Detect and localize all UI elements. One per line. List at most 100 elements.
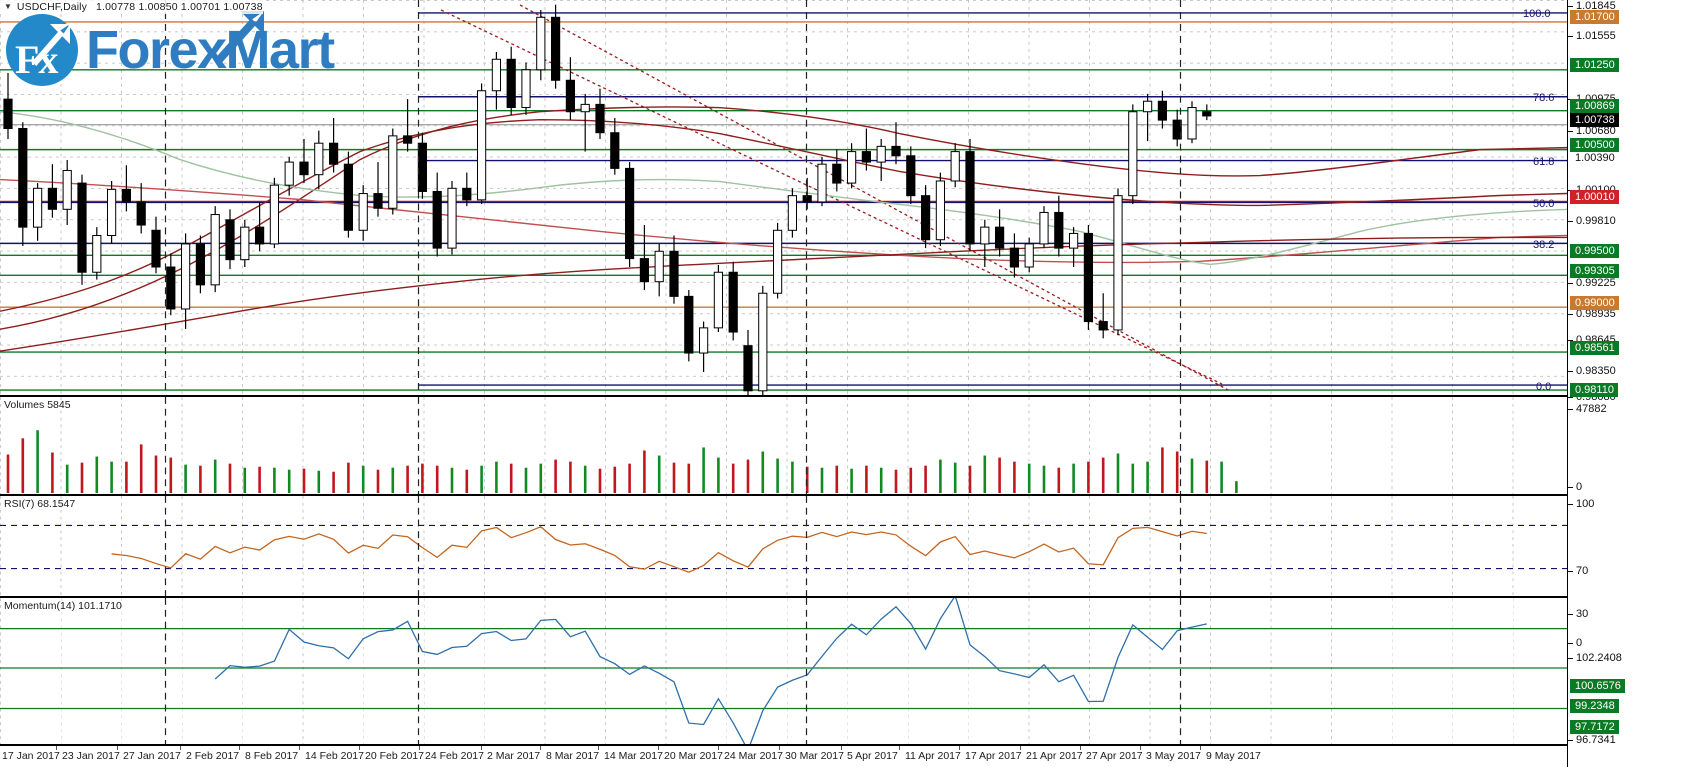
time-tick-mark-icon [180,746,181,750]
price-axis-tick-label: 0.99810 [1576,215,1616,227]
price-axis-tick: 1.01555 [1568,30,1616,42]
price-level-tag[interactable]: 1.01250 [1570,58,1619,72]
time-axis-label: 20 Feb 2017 [359,746,424,762]
price-level-tag[interactable]: 0.99000 [1570,296,1619,310]
time-tick-mark-icon [117,746,118,750]
price-level-tag[interactable]: 0.99305 [1570,264,1619,278]
candlestick [210,206,220,293]
price-axis-tick: 0.98935 [1568,308,1616,320]
price-level-tag[interactable]: 0.98110 [1570,383,1618,397]
candlestick [728,261,738,341]
price-level-tag[interactable]: 1.01700 [1570,10,1619,24]
rsi-chart-canvas[interactable] [0,496,1567,596]
price-axis-tick-label: 96.7341 [1576,734,1616,746]
momentum-pane[interactable]: Momentum(14) 101.1710 [0,597,1567,745]
time-axis-label: 30 Mar 2017 [779,746,844,762]
tick-dash-icon [1568,130,1573,132]
price-axis-tick-label: 0.98935 [1576,308,1616,320]
price-level-tag[interactable]: 1.00390 [1575,152,1615,164]
candlestick [847,143,857,189]
time-axis-label-text: 3 May 2017 [1146,750,1201,762]
tick-dash-icon [1568,339,1573,341]
candlestick [62,159,72,226]
time-axis-label: 23 Jan 2017 [56,746,120,762]
time-axis-label: 14 Feb 2017 [299,746,364,762]
price-axis-tick-label: 47882 [1576,403,1607,415]
price-level-tag[interactable]: 1.00738 [1570,113,1619,127]
time-tick-mark-icon [899,746,900,750]
candlestick [876,139,886,181]
time-axis-label-text: 20 Feb 2017 [365,750,424,762]
candlestick [1054,195,1064,257]
candlestick [965,139,975,252]
candlestick [477,83,487,205]
tick-dash-icon [1568,35,1573,37]
candlestick [1024,237,1034,273]
candlestick [921,185,931,249]
candlestick [92,227,102,280]
time-scale-axis[interactable]: 17 Jan 2017 23 Jan 2017 27 Jan 2017 2 Feb 2… [0,745,1567,767]
tick-dash-icon [1568,570,1573,572]
candlestick [299,139,309,184]
time-tick-mark-icon [56,746,57,750]
price-level-tag[interactable]: 99.2348 [1570,699,1619,713]
time-tick-mark-icon [959,746,960,750]
candlestick [654,243,664,297]
price-level-tag[interactable]: 1.00500 [1570,138,1619,152]
tick-dash-icon [1568,370,1573,372]
price-level-tag[interactable]: 1.00869 [1570,99,1619,113]
candlestick [373,162,383,217]
candlestick [1083,225,1094,330]
candlestick [432,172,442,257]
candlestick [506,46,516,115]
candlestick [758,285,768,395]
chart-menu-caret-icon[interactable]: ▼ [4,2,12,11]
price-axis-tick-label: 30 [1576,608,1589,620]
time-axis-label-text: 24 Feb 2017 [425,750,484,762]
price-axis-tick: 0 [1568,637,1582,649]
price-scale-axis[interactable]: 1.018451.015551.009751.006801.001000.998… [1567,0,1688,767]
candlestick [1128,104,1138,205]
time-axis-label: 21 Apr 2017 [1020,746,1083,762]
time-axis-label-text: 20 Mar 2017 [664,750,723,762]
candlestick [521,62,531,115]
price-chart-canvas[interactable] [0,0,1567,395]
candlestick-series [3,4,1212,395]
time-tick-mark-icon [598,746,599,750]
candlestick [121,165,132,212]
candlestick [699,321,709,372]
price-pane[interactable] [0,0,1567,396]
time-axis-label: 27 Jan 2017 [117,746,181,762]
rsi-pane[interactable]: RSI(7) 68.1547 [0,495,1567,597]
candlestick [832,149,842,192]
price-axis-tick: 1.00680 [1568,125,1616,137]
candlestick [255,201,265,252]
time-axis-label: 24 Mar 2017 [718,746,783,762]
price-level-tag[interactable]: 1.00010 [1570,190,1619,204]
time-axis-label-text: 2 Mar 2017 [487,750,541,762]
price-level-tag[interactable]: 0.99500 [1570,244,1619,258]
volumes-chart-canvas[interactable] [0,397,1567,494]
time-axis-label-text: 24 Mar 2017 [724,750,783,762]
time-axis-label-text: 17 Jan 2017 [2,750,60,762]
time-axis-label-text: 30 Mar 2017 [785,750,844,762]
candlestick [906,146,916,205]
tick-dash-icon [1568,642,1573,644]
time-tick-mark-icon [1080,746,1081,750]
time-axis-label: 24 Feb 2017 [419,746,484,762]
candlestick [1187,101,1197,144]
price-level-tag[interactable]: 100.6576 [1570,679,1625,693]
time-axis-label-text: 5 Apr 2017 [847,750,898,762]
volumes-pane[interactable]: Volumes 5845 [0,396,1567,495]
candlestick [403,99,413,152]
price-level-tag[interactable]: 0.98561 [1570,341,1619,355]
price-level-tag[interactable]: 97.7172 [1570,720,1619,734]
candlestick [358,185,368,241]
time-axis-label-text: 8 Feb 2017 [245,750,299,762]
momentum-chart-canvas[interactable] [0,598,1567,744]
price-axis-tick-label: 0 [1576,481,1583,493]
price-axis-tick-label: 1.01845 [1576,0,1616,12]
time-tick-mark-icon [239,746,240,750]
candlestick [136,183,146,234]
